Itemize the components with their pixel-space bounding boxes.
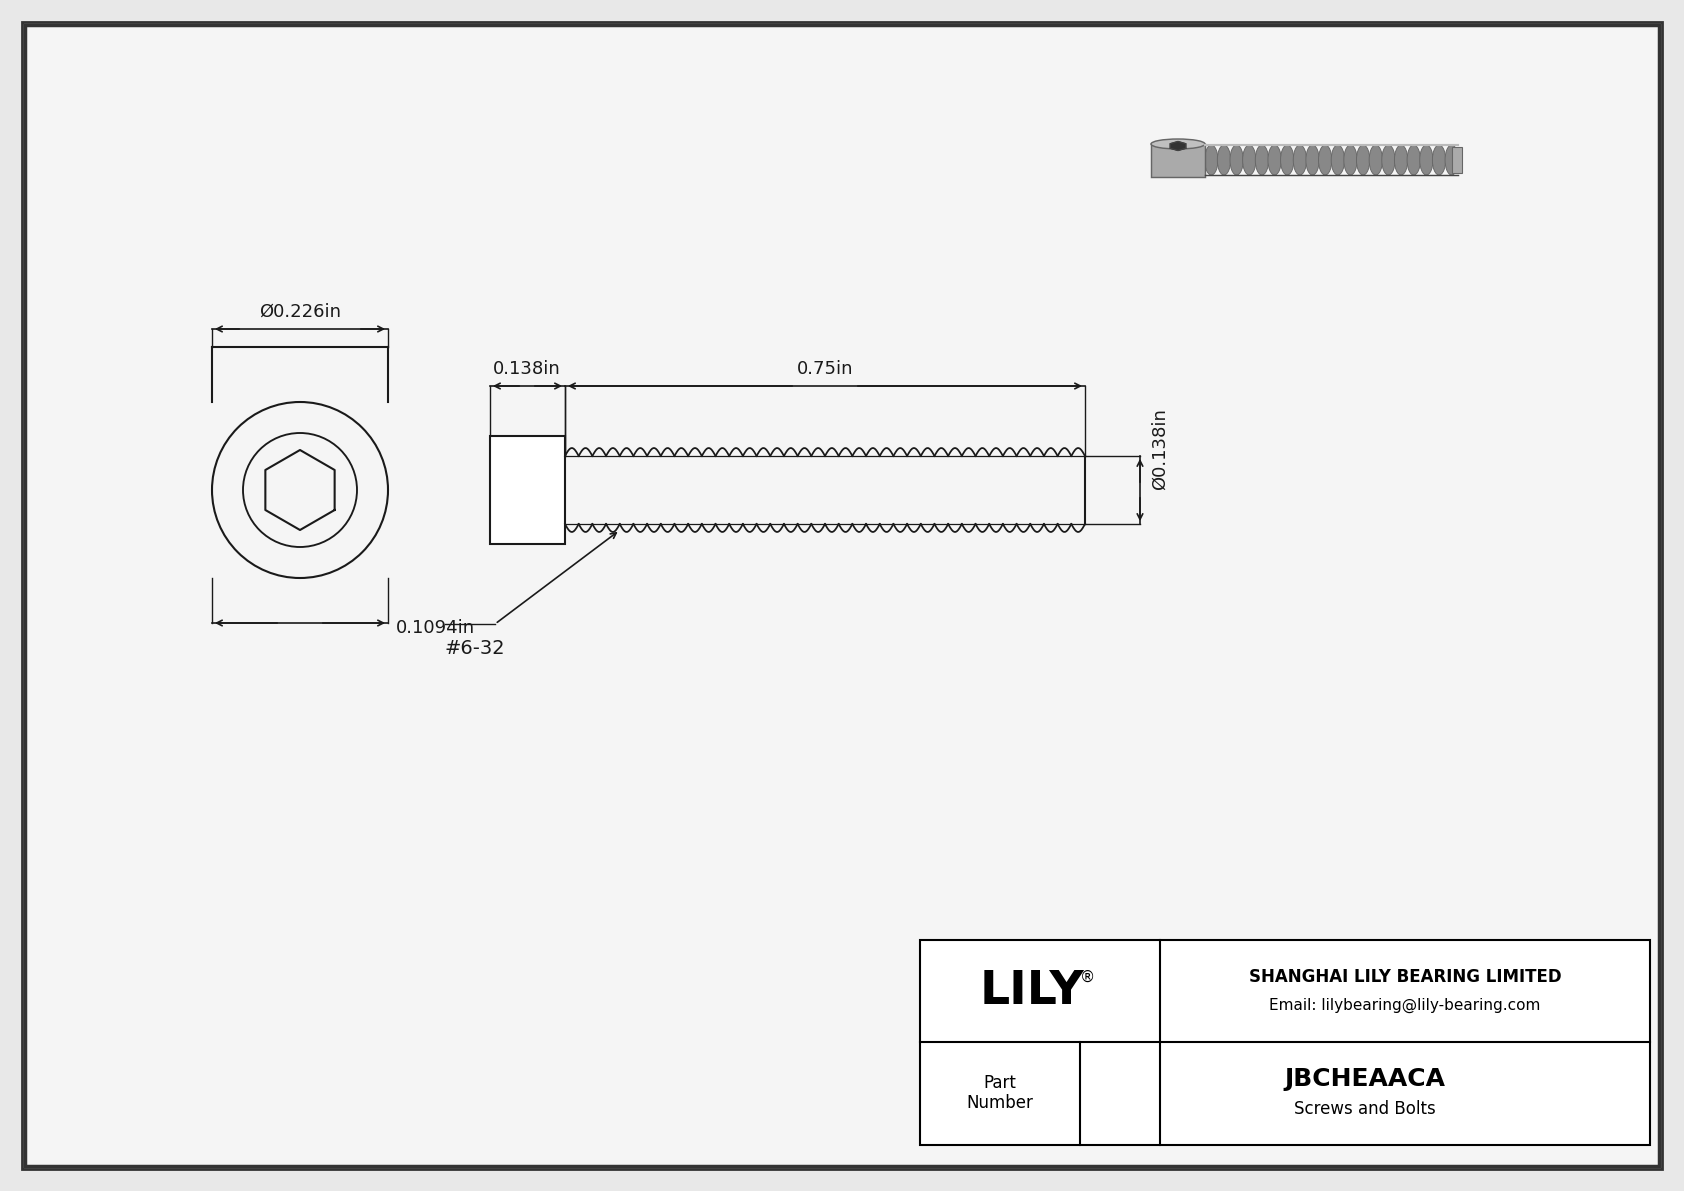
Ellipse shape xyxy=(1445,145,1458,175)
Ellipse shape xyxy=(1319,145,1332,175)
Bar xyxy=(1452,146,1462,173)
Ellipse shape xyxy=(1268,145,1282,175)
Ellipse shape xyxy=(1330,145,1344,175)
Ellipse shape xyxy=(1383,145,1394,175)
Text: Number: Number xyxy=(967,1095,1034,1112)
Ellipse shape xyxy=(1243,145,1256,175)
Polygon shape xyxy=(1170,142,1186,150)
Ellipse shape xyxy=(1344,145,1357,175)
Text: 0.1094in: 0.1094in xyxy=(396,619,475,637)
Text: Screws and Bolts: Screws and Bolts xyxy=(1293,1100,1436,1118)
Ellipse shape xyxy=(1305,145,1319,175)
Ellipse shape xyxy=(1433,145,1445,175)
Ellipse shape xyxy=(1255,145,1268,175)
Text: Ø0.226in: Ø0.226in xyxy=(259,303,340,322)
Text: Part: Part xyxy=(983,1074,1017,1092)
Text: #6-32: #6-32 xyxy=(445,640,505,657)
Ellipse shape xyxy=(1280,145,1293,175)
Ellipse shape xyxy=(1420,145,1433,175)
Text: 0.75in: 0.75in xyxy=(797,360,854,378)
Bar xyxy=(919,940,1650,1145)
Ellipse shape xyxy=(1218,145,1231,175)
Ellipse shape xyxy=(1408,145,1420,175)
Ellipse shape xyxy=(1150,139,1206,149)
Ellipse shape xyxy=(1394,145,1408,175)
Text: Email: lilybearing@lily-bearing.com: Email: lilybearing@lily-bearing.com xyxy=(1270,997,1541,1012)
Ellipse shape xyxy=(1293,145,1307,175)
Text: Ø0.138in: Ø0.138in xyxy=(1150,409,1169,490)
Bar xyxy=(1150,144,1206,177)
Text: JBCHEAACA: JBCHEAACA xyxy=(1285,1067,1445,1091)
Bar xyxy=(490,436,566,544)
Ellipse shape xyxy=(1229,145,1243,175)
Ellipse shape xyxy=(1369,145,1383,175)
Ellipse shape xyxy=(1357,145,1369,175)
Text: LILY: LILY xyxy=(980,968,1084,1014)
Text: ®: ® xyxy=(1081,969,1096,985)
Text: SHANGHAI LILY BEARING LIMITED: SHANGHAI LILY BEARING LIMITED xyxy=(1250,968,1561,986)
Ellipse shape xyxy=(1204,145,1218,175)
Text: 0.138in: 0.138in xyxy=(493,360,561,378)
